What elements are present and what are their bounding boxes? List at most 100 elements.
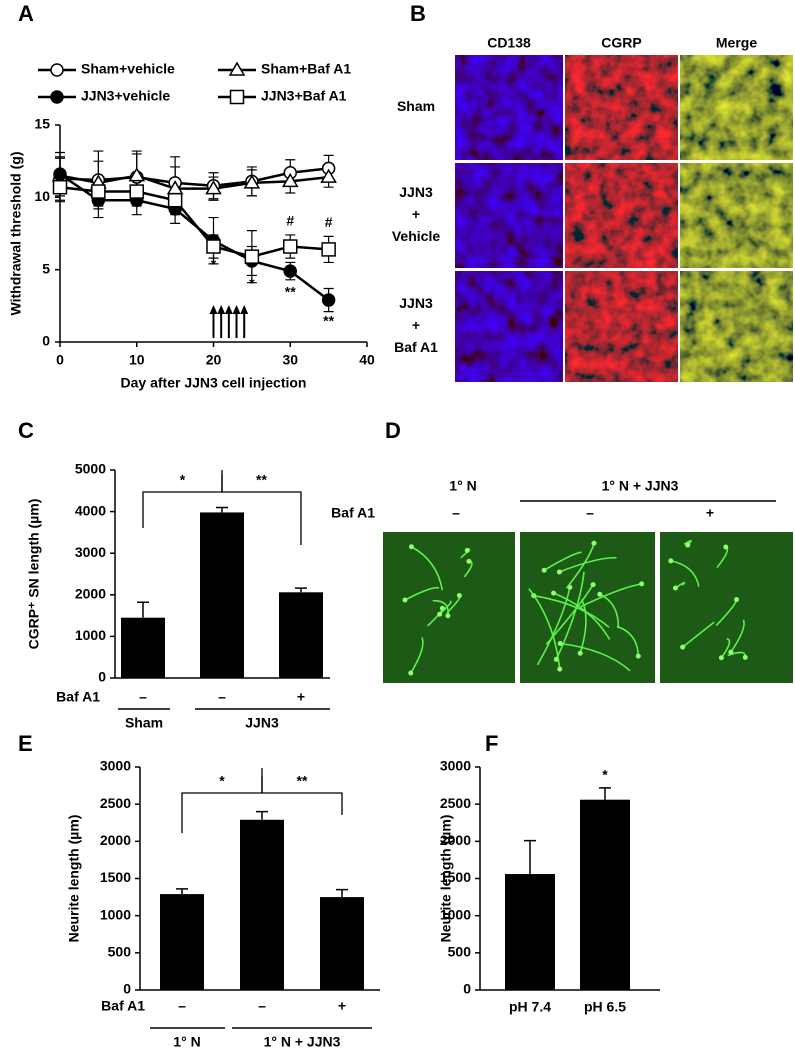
legend-marker: [228, 61, 246, 76]
micrograph: [565, 163, 678, 268]
neurite: [528, 588, 561, 670]
soma: [557, 666, 563, 672]
soma: [466, 558, 472, 564]
row-label: JJN3: [399, 295, 433, 311]
neurite: [553, 592, 611, 640]
x-tick-label: pH 6.5: [584, 999, 626, 1015]
micrograph: [680, 55, 793, 160]
y-tick-label: 0: [98, 669, 106, 685]
soma: [680, 644, 686, 650]
legend-marker: [50, 63, 64, 77]
annotation: **: [323, 312, 334, 328]
y-tick-label: 4000: [75, 502, 106, 518]
panel-label: B: [410, 1, 426, 26]
y-axis-title: CGRP⁺ SN length (µm): [26, 499, 42, 650]
neuron-image: [383, 532, 515, 683]
annotation: **: [285, 284, 296, 300]
data-point: [320, 168, 337, 183]
x-tick-label: +: [338, 998, 346, 1014]
y-tick-label: 3000: [440, 758, 471, 774]
significance-label: *: [602, 767, 608, 783]
x-tick-label: 10: [129, 352, 145, 368]
soma: [672, 585, 678, 591]
significance-label: **: [297, 773, 308, 789]
soma: [718, 655, 724, 661]
data-point: [205, 180, 222, 195]
bar: [160, 894, 204, 990]
bar: [505, 874, 555, 990]
y-tick-label: 10: [34, 188, 50, 204]
row-label: Baf A1: [394, 339, 438, 355]
y-tick-label: 2000: [75, 586, 106, 602]
soma: [590, 582, 596, 588]
condition-label: –: [452, 505, 460, 521]
x-tick-label: pH 7.4: [509, 999, 551, 1015]
soma: [556, 569, 562, 575]
row-label: Baf A1: [56, 689, 100, 705]
y-tick-label: 500: [448, 944, 472, 960]
neurite: [439, 600, 452, 615]
y-tick-label: 15: [34, 116, 50, 132]
soma: [437, 611, 443, 617]
condition-label: –: [586, 505, 594, 521]
y-tick-label: 500: [108, 944, 132, 960]
y-axis-title: Neurite length (µm): [66, 815, 82, 943]
significance-bracket: [221, 474, 302, 545]
arrow-head: [217, 305, 226, 314]
data-point: [128, 167, 146, 182]
x-axis-title: Day after JJN3 cell injection: [121, 375, 307, 391]
soma: [402, 597, 408, 603]
soma: [639, 581, 645, 587]
neurite: [579, 583, 642, 608]
neurite: [565, 543, 595, 589]
row-label: +: [412, 317, 420, 333]
legend-label: Sham+Baf A1: [261, 61, 351, 77]
soma: [541, 567, 547, 573]
neurite: [411, 546, 444, 591]
error-bar: [599, 787, 611, 800]
x-tick-label: +: [297, 689, 305, 705]
micrograph: [680, 163, 793, 268]
annotation: #: [286, 213, 294, 229]
error-bar: [295, 587, 307, 593]
significance-label: **: [256, 472, 267, 488]
y-tick-label: 1000: [75, 627, 106, 643]
legend-label: JJN3+Baf A1: [261, 88, 347, 104]
neurite: [533, 594, 610, 628]
condition-label: +: [706, 505, 714, 521]
neurite: [404, 586, 440, 601]
x-tick-label: 20: [206, 352, 222, 368]
x-tick-label: 0: [56, 352, 64, 368]
neurite: [682, 621, 715, 648]
data-point: [52, 179, 68, 195]
x-tick-label: –: [218, 689, 226, 705]
soma: [456, 592, 462, 598]
data-point: [243, 174, 261, 189]
bar: [279, 592, 323, 678]
soma: [668, 558, 674, 564]
legend-marker: [229, 89, 245, 105]
y-tick-label: 1000: [440, 906, 471, 922]
soma: [408, 670, 414, 676]
data-point: [91, 184, 106, 199]
data-point: [283, 264, 297, 278]
micrograph: [455, 163, 563, 268]
soma: [464, 547, 470, 553]
y-tick-label: 0: [463, 981, 471, 997]
row-label: Sham: [397, 98, 435, 114]
error-bar: [137, 601, 149, 618]
micrograph: [565, 271, 678, 382]
neurite: [410, 637, 424, 674]
arrow-head: [240, 305, 249, 314]
y-tick-label: 3000: [75, 544, 106, 560]
column-header: Merge: [716, 35, 757, 51]
y-tick-label: 2500: [440, 795, 471, 811]
column-header: CD138: [487, 35, 531, 51]
y-tick-label: 0: [123, 981, 131, 997]
y-tick-label: 0: [42, 333, 50, 349]
arrow-head: [209, 305, 218, 314]
error-bar: [524, 839, 536, 875]
group-label: JJN3: [245, 715, 279, 731]
micrograph: [455, 55, 563, 160]
y-tick-label: 1000: [100, 906, 131, 922]
